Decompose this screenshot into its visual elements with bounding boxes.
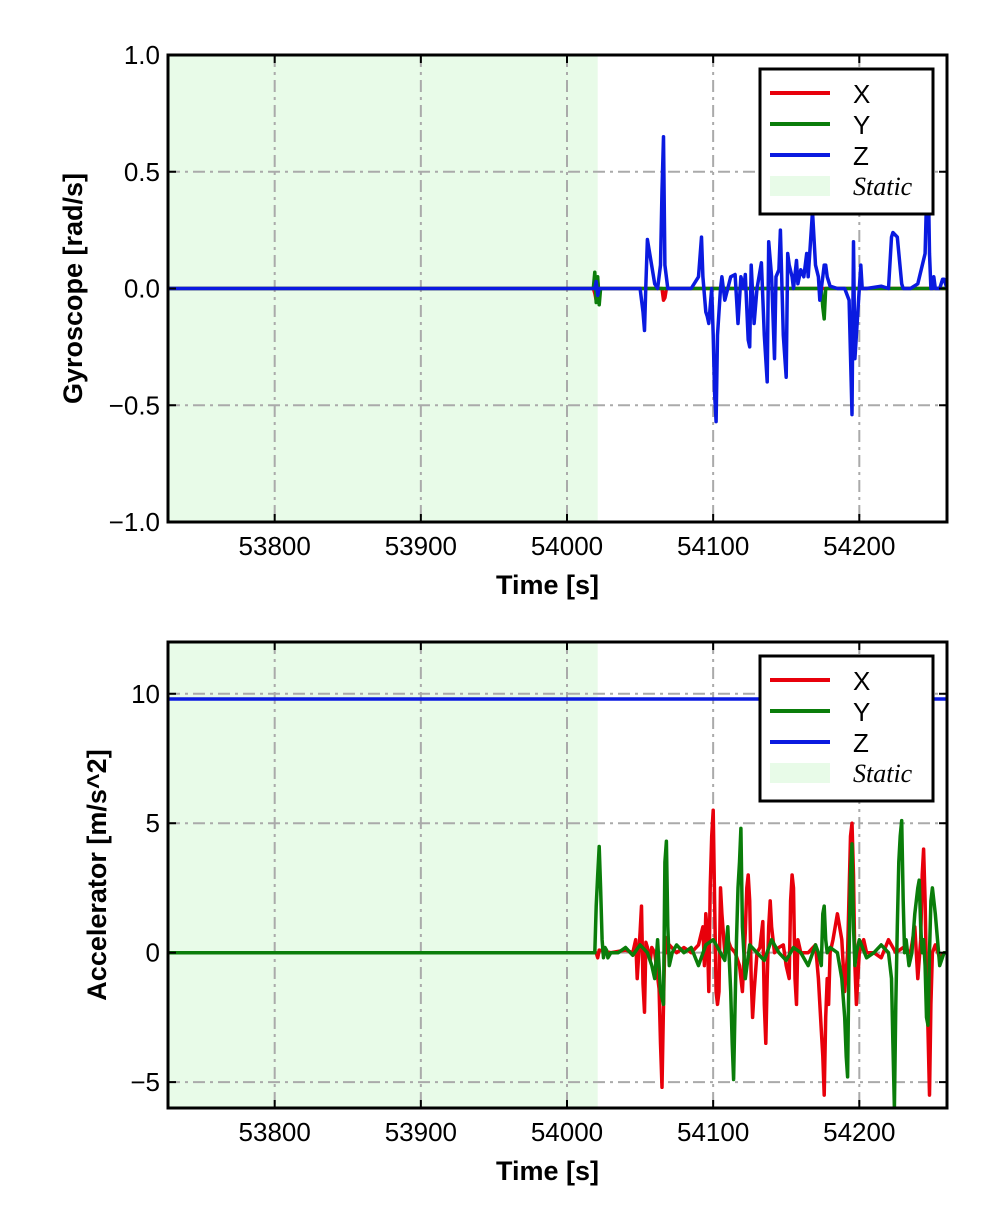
x-tick-label: 54000 xyxy=(531,531,603,561)
y-tick-label: −1.0 xyxy=(109,507,160,537)
legend-label-z: Z xyxy=(853,141,869,171)
y-tick-label: 10 xyxy=(131,679,160,709)
y-axis-label: Gyroscope [rad/s] xyxy=(58,173,88,404)
legend-label-z: Z xyxy=(853,728,869,758)
x-axis-label: Time [s] xyxy=(496,1156,599,1186)
x-tick-label: 54000 xyxy=(531,1117,603,1147)
legend-label-x: X xyxy=(853,79,870,109)
x-tick-label: 53800 xyxy=(239,1117,311,1147)
y-axis-label: Accelerator [m/s^2] xyxy=(82,749,112,1000)
series-line-y xyxy=(168,270,947,321)
y-tick-label: 0 xyxy=(146,938,160,968)
static-region xyxy=(168,642,598,1108)
series-lines xyxy=(168,134,947,424)
legend-label-y: Y xyxy=(853,110,870,140)
legend-label-static: Static xyxy=(853,759,913,788)
x-tick-label: 54200 xyxy=(823,1117,895,1147)
y-tick-label: 0.0 xyxy=(124,274,160,304)
y-tick-label: 1.0 xyxy=(124,40,160,70)
legend-label-static: Static xyxy=(853,172,913,201)
x-axis-label: Time [s] xyxy=(496,570,599,600)
x-tick-label: 53900 xyxy=(385,1117,457,1147)
x-tick-label: 54100 xyxy=(677,531,749,561)
y-tick-label: −5 xyxy=(130,1067,160,1097)
x-tick-label: 53900 xyxy=(385,531,457,561)
series-line-y xyxy=(168,818,947,1108)
chart-panel-2: 53800 53900 54000 54100 54200 10 5 0 −5 Time [s] A… xyxy=(82,640,949,1186)
y-tick-label: −0.5 xyxy=(109,390,160,420)
x-tick-label: 53800 xyxy=(239,531,311,561)
y-tick-label: 0.5 xyxy=(124,157,160,187)
x-tick-label: 54100 xyxy=(677,1117,749,1147)
legend-swatch-static xyxy=(770,176,830,196)
legend-label-x: X xyxy=(853,666,870,696)
legend-swatch-static xyxy=(770,763,830,783)
y-tick-label: 5 xyxy=(146,808,160,838)
chart-panel-1: 53800 53900 54000 54100 54200 1.0 0.5 0.0 −0.5 −1… xyxy=(58,40,949,600)
x-tick-label: 54200 xyxy=(823,531,895,561)
legend-label-y: Y xyxy=(853,697,870,727)
series-line-z xyxy=(168,134,947,424)
axes-frame xyxy=(166,640,949,1110)
